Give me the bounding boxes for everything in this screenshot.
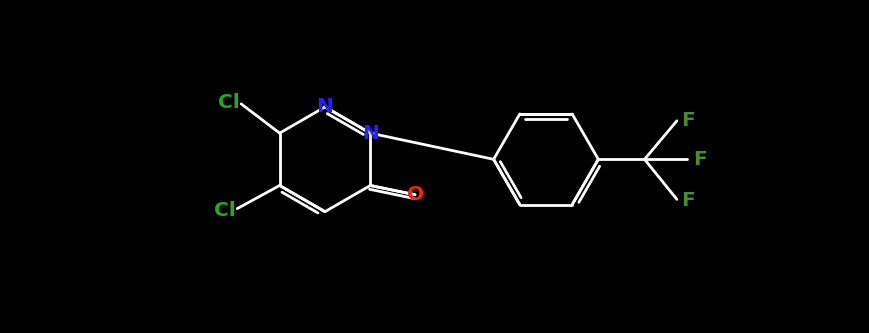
Text: N: N [362, 124, 378, 143]
Text: F: F [680, 190, 694, 209]
Text: F: F [693, 150, 706, 169]
Text: N: N [316, 98, 333, 117]
Text: O: O [407, 185, 424, 204]
Text: Cl: Cl [217, 93, 239, 112]
Text: F: F [680, 111, 694, 130]
Text: Cl: Cl [214, 200, 235, 220]
